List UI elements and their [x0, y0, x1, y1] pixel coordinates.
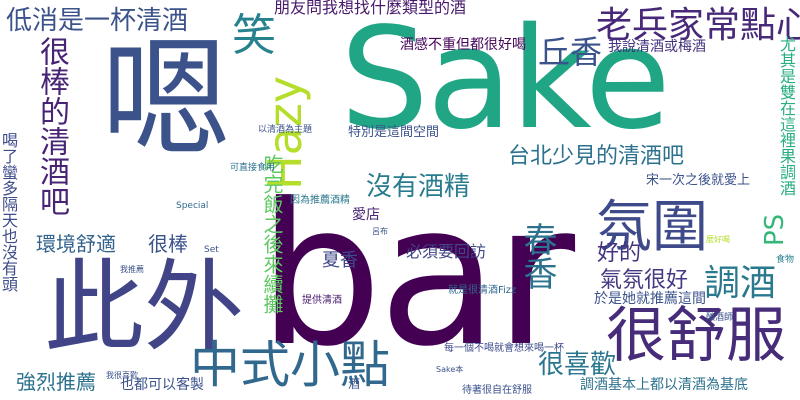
word-haode: 好的 — [597, 241, 642, 266]
word-pengyou: 朋友問我想找什麼類型的酒 — [274, 0, 467, 17]
word-mehaohe: 麼好喝 — [706, 235, 730, 244]
word-sake: Sake — [340, 0, 671, 161]
word-zizai: 待著很自在舒服 — [462, 385, 532, 396]
word-tuijian-zhejian: 於是她就推薦這間 — [594, 291, 706, 307]
word-kezhi: 也都可以客製 — [120, 377, 204, 393]
word-aishang: 宋一次之後就愛上 — [646, 173, 751, 188]
word-wo-tuijian: 我推薦 — [120, 265, 144, 274]
word-taibei: 台北少見的清酒吧 — [508, 144, 685, 169]
word-tiaojiu: 調酒 — [704, 263, 777, 304]
word-lubu: 呂布 — [372, 227, 388, 236]
word-meiyou-jiujing: 沒有酒精 — [366, 172, 471, 202]
word-ps: PS — [760, 213, 790, 246]
word-huifang: 必須要回訪 — [406, 242, 487, 261]
word-fenwei: 氛圍 — [596, 195, 708, 260]
word-huanjing: 環境舒適 — [36, 232, 116, 256]
word-xiaxiang: 夏香 — [322, 250, 358, 271]
word-hen-xihuan: 很喜歡 — [538, 350, 617, 380]
word-kongjian: 特別是這間空間 — [348, 125, 440, 140]
word-qifen-henhao: 氣氛很好 — [600, 268, 689, 293]
word-henbang: 很棒 — [148, 232, 188, 256]
word-shiyong: 可直接食用 — [230, 163, 276, 173]
word-jidi: 調酒基本上都以清酒為基底 — [580, 377, 748, 393]
word-zhuti: 以清酒為主題 — [258, 125, 313, 135]
word-niangjiushi: 釀酒師 — [706, 313, 734, 323]
word-en: 嗯 — [79, 30, 231, 160]
word-zhongshi-xiaodian: 中式小點 — [190, 336, 390, 394]
word-hen-shufu: 很舒服 — [606, 301, 786, 371]
word-fizz: 就是很清酒Fizz — [448, 285, 517, 296]
word-special: Special — [176, 201, 209, 211]
word-jiu: 酒 — [348, 377, 361, 391]
word-sake-ben: Sake本 — [436, 365, 464, 374]
word-qingjiu-meijiu: 我說清酒或梅酒 — [608, 39, 706, 55]
word-shiwu: 食物 — [776, 255, 795, 265]
word-qianglie: 強烈推薦 — [16, 370, 96, 394]
word-laobing: 老兵家常點心 — [596, 5, 800, 46]
word-geti: 喝了蠻多隔天也沒有頭 — [0, 132, 18, 292]
word-dixiao: 低消是一杯清酒 — [6, 6, 189, 36]
word-chunxiang: 春香 — [517, 222, 557, 290]
word-chiwan: 吃完飯之後來續攤 — [260, 154, 284, 314]
word-yibei: 每一個不喝就會想來喝一杯 — [444, 343, 564, 354]
word-ciwai: 此外 — [44, 249, 244, 366]
word-yinwei: 因為推薦酒精 — [290, 195, 350, 206]
word-bar: bar — [258, 162, 575, 390]
word-wo-hen-xihuan: 我很喜歡 — [106, 371, 138, 380]
word-set: Set — [204, 245, 219, 255]
word-qiuxiang: 丘香 — [538, 33, 603, 71]
word-jiugan: 酒感不重但都很好喝 — [400, 37, 526, 53]
word-youqi: 尤其是雙在這裡果調酒 — [777, 36, 796, 196]
word-henbang-qingjiuba: 很棒的清酒吧 — [34, 36, 69, 216]
word-tigong: 提供清酒 — [302, 295, 342, 306]
word-aidian: 愛店 — [352, 207, 380, 223]
word-xiao: 笑 — [232, 10, 276, 61]
